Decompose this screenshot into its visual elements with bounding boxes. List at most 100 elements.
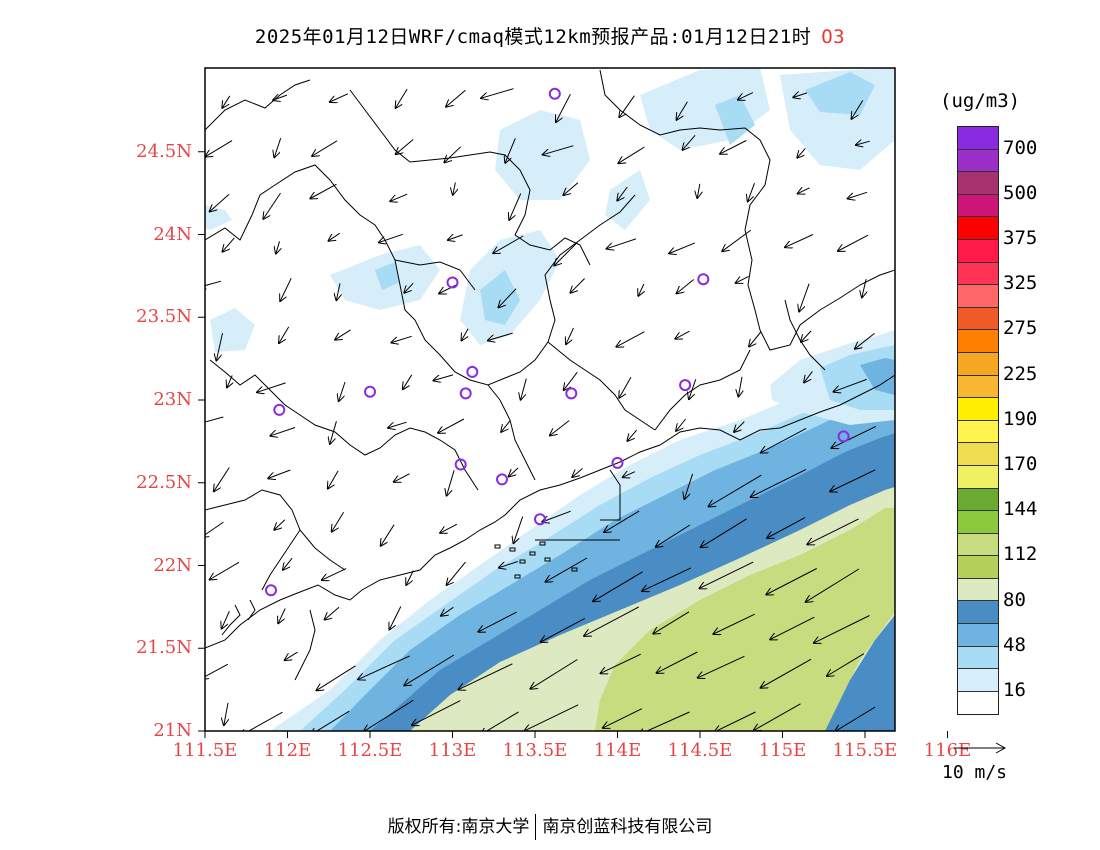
colorbar-swatch bbox=[958, 149, 998, 173]
wind-vector bbox=[412, 700, 461, 726]
station-marker bbox=[446, 276, 459, 289]
wind-vector bbox=[761, 658, 812, 688]
wind-vector bbox=[404, 282, 414, 293]
shading-band bbox=[375, 262, 400, 290]
wind-vector bbox=[214, 467, 230, 492]
wind-vector bbox=[514, 516, 524, 544]
wind-vector bbox=[447, 561, 466, 585]
wind-vector bbox=[563, 182, 579, 195]
colorbar-label: 375 bbox=[1003, 227, 1038, 249]
wind-vector bbox=[206, 140, 233, 157]
wind-vector bbox=[358, 655, 410, 680]
wind-vector bbox=[404, 654, 455, 685]
wind-vector bbox=[546, 557, 588, 582]
wind-vector bbox=[785, 234, 814, 248]
boundary-line bbox=[261, 529, 301, 591]
wind-vector bbox=[498, 288, 517, 308]
wind-reference-label: 10 m/s bbox=[942, 762, 1008, 783]
wind-vector bbox=[617, 186, 628, 201]
wind-vector bbox=[653, 611, 690, 634]
wind-vector bbox=[838, 234, 869, 251]
colorbar-swatch bbox=[958, 488, 998, 512]
wind-vector bbox=[330, 93, 349, 102]
colorbar-label: 170 bbox=[1003, 453, 1038, 475]
wind-vector bbox=[438, 418, 465, 433]
shading-band bbox=[860, 358, 895, 395]
colorbar-swatch bbox=[958, 398, 998, 421]
wind-vector bbox=[607, 238, 637, 249]
wind-vector bbox=[279, 326, 290, 343]
wind-vector bbox=[285, 651, 298, 660]
o3-concentration-shading bbox=[205, 68, 895, 731]
wind-vector bbox=[541, 617, 586, 642]
wind-vector bbox=[329, 232, 340, 241]
colorbar-swatch bbox=[958, 239, 998, 263]
wind-vector bbox=[834, 378, 867, 391]
wind-vector bbox=[835, 706, 876, 731]
shading-band bbox=[480, 270, 520, 325]
wind-vector bbox=[689, 379, 697, 399]
wind-vector bbox=[766, 568, 817, 595]
boundary-line bbox=[205, 374, 895, 649]
wind-vector bbox=[240, 711, 283, 731]
colorbar-swatch bbox=[958, 578, 998, 602]
station-marker bbox=[265, 584, 277, 597]
wind-vector bbox=[257, 382, 286, 392]
wind-vector bbox=[509, 467, 519, 477]
wind-vector bbox=[748, 183, 755, 201]
wind-vector bbox=[388, 421, 407, 428]
wind-vector bbox=[683, 134, 696, 150]
wind-vector bbox=[223, 237, 235, 252]
colorbar-label: 16 bbox=[1003, 679, 1026, 701]
colorbar-label: 275 bbox=[1003, 317, 1038, 340]
wind-vector bbox=[263, 192, 281, 219]
boundary-line bbox=[205, 489, 346, 571]
wind-vector bbox=[722, 229, 752, 251]
wind-vector bbox=[638, 711, 690, 731]
wind-vector bbox=[453, 182, 456, 195]
wind-vector bbox=[793, 93, 808, 98]
wind-vector bbox=[798, 188, 810, 194]
island bbox=[539, 541, 546, 546]
boundary-line bbox=[205, 79, 311, 131]
lon-label: 114E bbox=[593, 740, 642, 761]
wind-vector bbox=[701, 518, 747, 547]
boundary-line bbox=[209, 359, 479, 491]
wind-vector bbox=[799, 283, 810, 312]
wind-vector bbox=[619, 377, 632, 398]
wind-vector bbox=[444, 146, 462, 163]
wind-vector bbox=[224, 702, 228, 725]
wind-vector bbox=[227, 375, 232, 387]
wind-vector bbox=[738, 376, 742, 397]
boundary-line bbox=[294, 609, 316, 681]
station-marker bbox=[565, 387, 578, 400]
wind-vector bbox=[770, 616, 815, 639]
wind-vector bbox=[848, 191, 868, 198]
wind-vector bbox=[339, 381, 346, 401]
wind-vector bbox=[623, 472, 636, 478]
shading-band bbox=[825, 615, 895, 731]
wind-vector bbox=[627, 429, 637, 441]
wind-vector bbox=[751, 468, 807, 497]
station-marker bbox=[548, 87, 561, 100]
boundary-line bbox=[654, 349, 751, 431]
lon-label: 111.5E bbox=[172, 740, 238, 761]
axis-ticks bbox=[198, 151, 948, 738]
lat-label: 21N bbox=[153, 720, 192, 741]
colorbar-swatch bbox=[958, 669, 998, 692]
colorbar-swatch bbox=[958, 375, 998, 399]
wind-vector bbox=[542, 510, 571, 522]
station-marker bbox=[496, 473, 508, 486]
wind-vector bbox=[754, 703, 801, 731]
lon-label: 114.5E bbox=[667, 740, 733, 761]
boundary-line bbox=[394, 259, 476, 291]
wind-vector bbox=[270, 427, 296, 436]
wind-vector bbox=[736, 275, 749, 283]
wind-vector bbox=[521, 378, 527, 400]
wind-vector bbox=[447, 470, 455, 495]
wind-vector bbox=[642, 567, 692, 591]
station-marker bbox=[364, 385, 376, 398]
wind-vector bbox=[481, 88, 514, 99]
wind-vector bbox=[720, 140, 747, 154]
wind-reference-arrow bbox=[954, 742, 1007, 754]
